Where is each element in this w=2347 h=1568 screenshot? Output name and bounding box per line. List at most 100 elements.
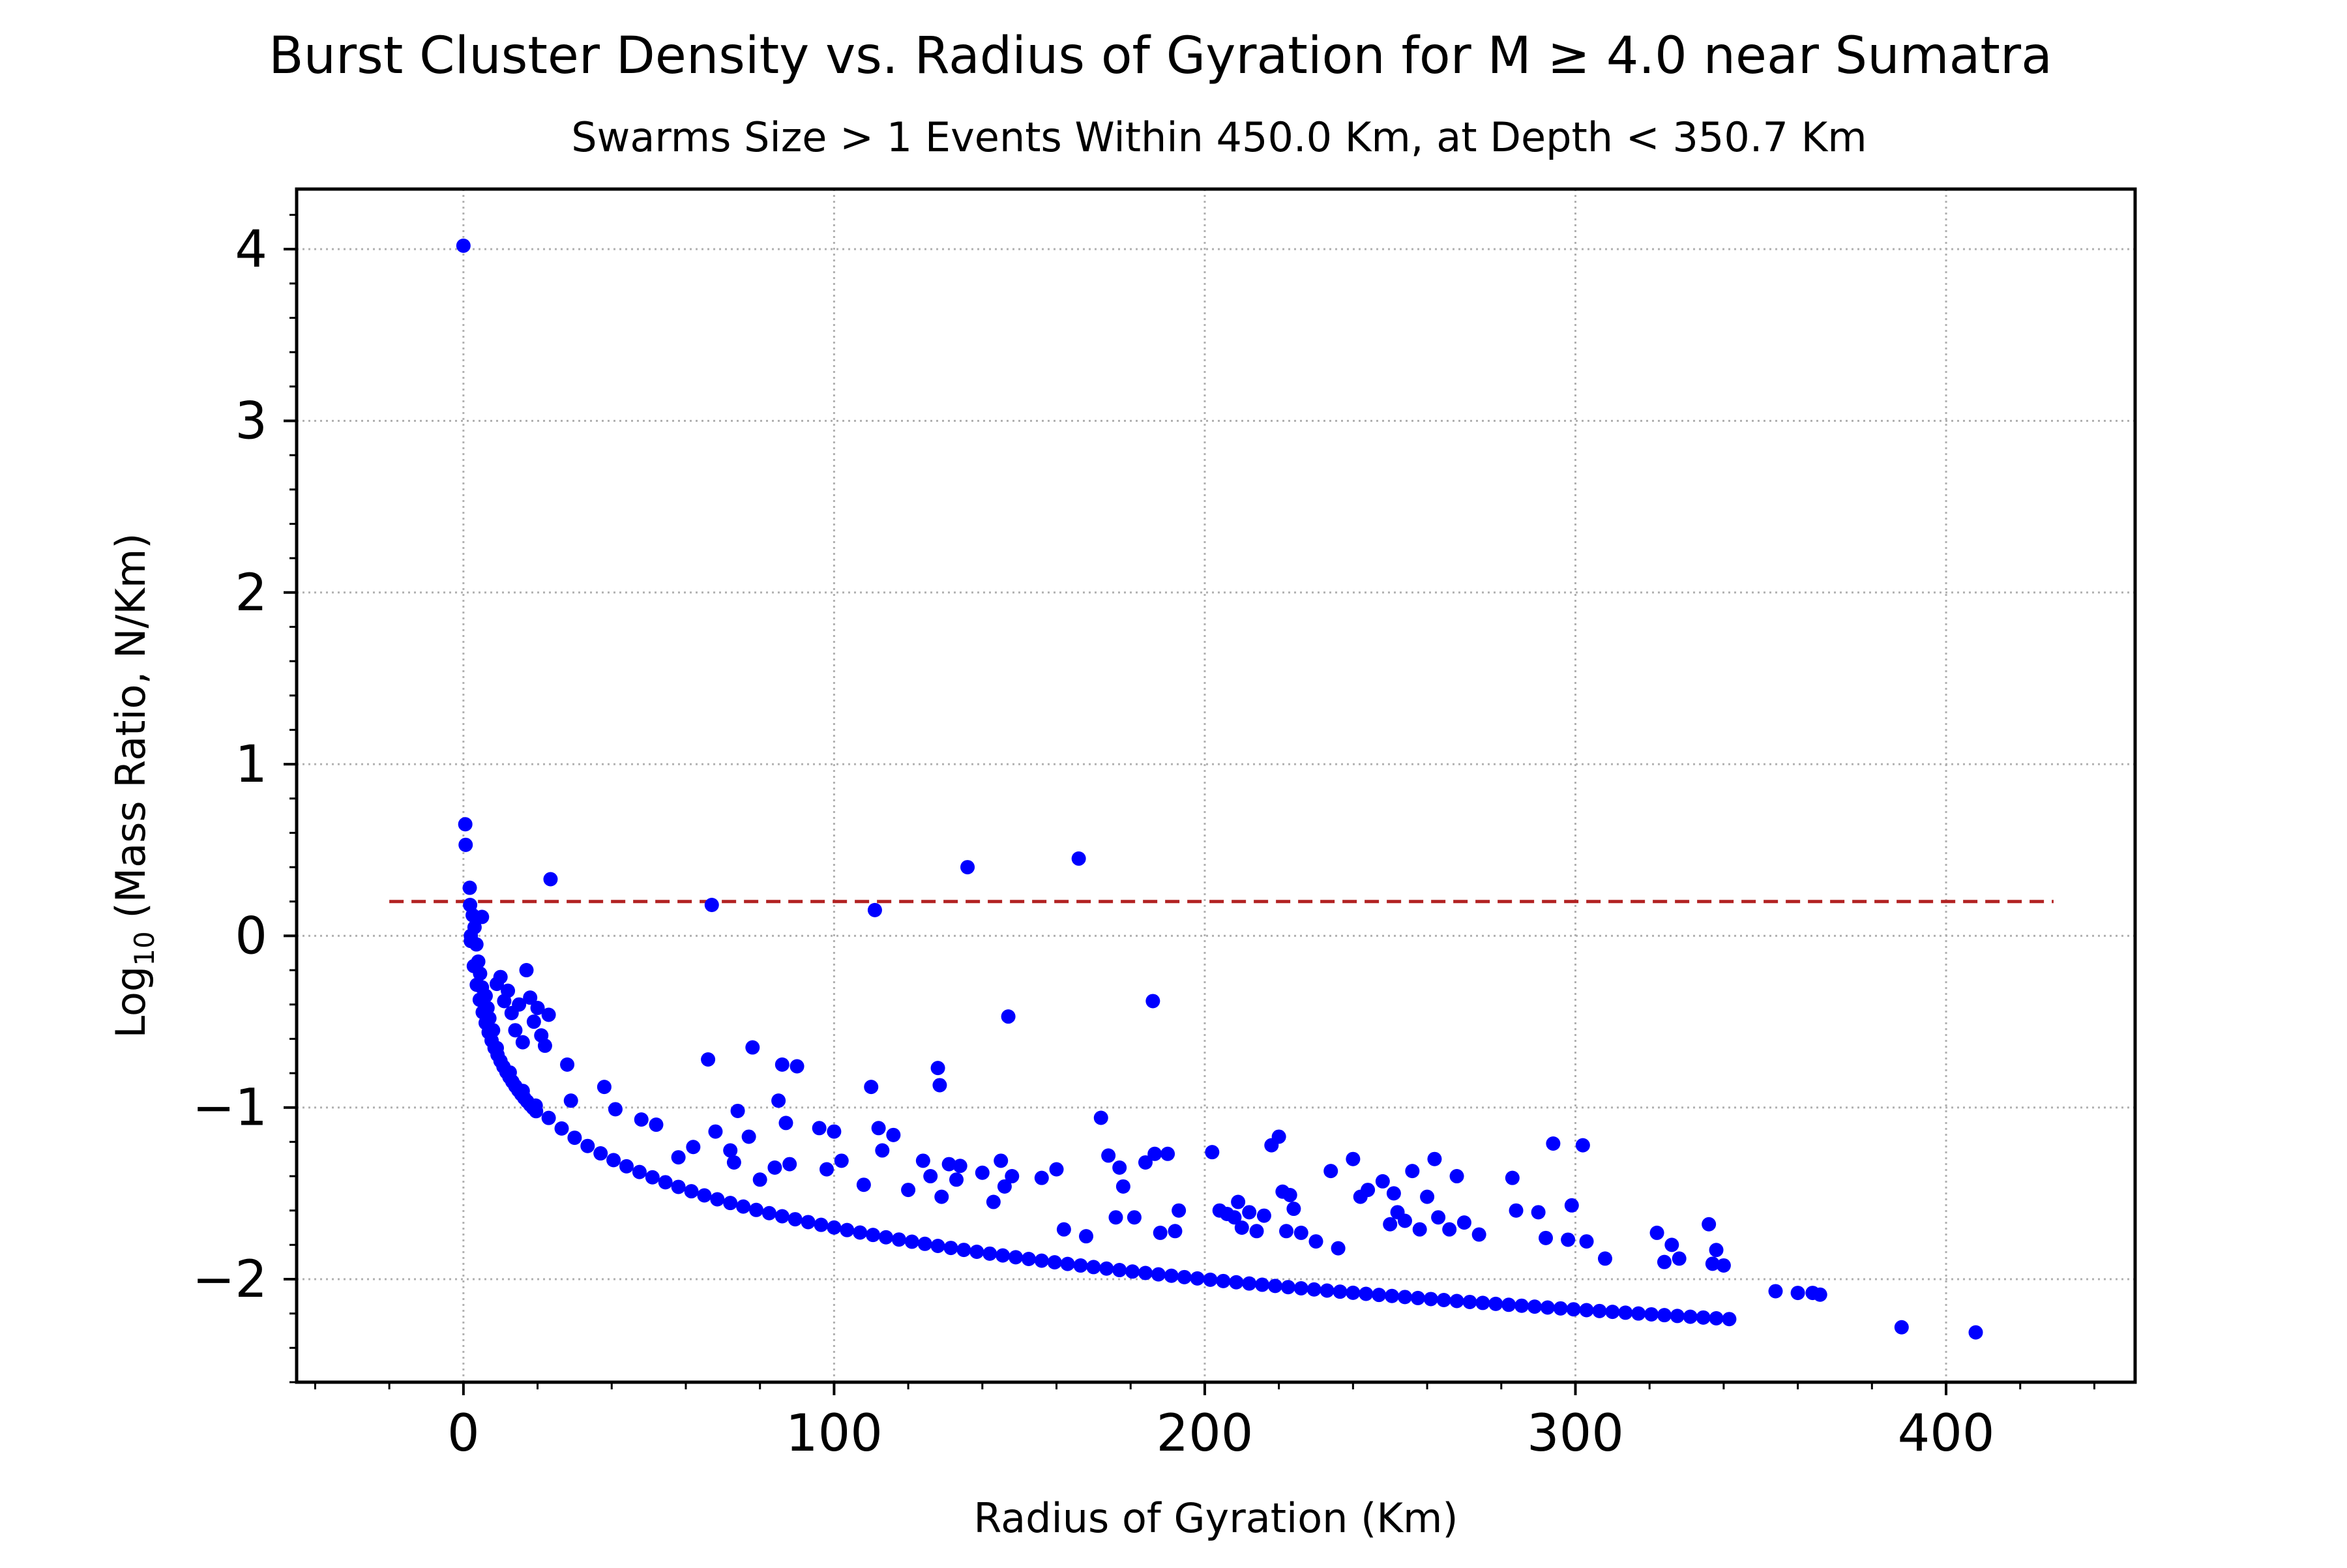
scatter-point (473, 966, 488, 981)
scatter-point (1702, 1217, 1717, 1232)
curve-point (943, 1241, 958, 1256)
chart-title: Burst Cluster Density vs. Radius of Gyra… (269, 27, 2052, 85)
scatter-point (1539, 1230, 1554, 1245)
scatter-point (1205, 1145, 1220, 1160)
scatter-point (462, 880, 477, 895)
scatter-point (1323, 1164, 1338, 1179)
scatter-point (634, 1112, 649, 1127)
scatter-point (790, 1059, 804, 1074)
curve-point (749, 1202, 763, 1217)
curve-point (1372, 1288, 1387, 1303)
curve-point (1605, 1305, 1620, 1320)
scatter-point (1672, 1251, 1687, 1266)
y-tick-label: 0 (235, 907, 267, 966)
scatter-point (934, 1189, 949, 1204)
scatter-point (1168, 1224, 1183, 1239)
x-axis-label: Radius of Gyration (Km) (973, 1494, 1458, 1542)
curve-point (1216, 1273, 1231, 1288)
scatter-point (886, 1127, 901, 1142)
curve-point (801, 1215, 816, 1230)
curve-point (606, 1153, 621, 1168)
scatter-point (1716, 1258, 1731, 1273)
scatter-point (471, 954, 486, 969)
scatter-point (778, 1116, 793, 1131)
scatter-point (1375, 1174, 1390, 1189)
curve-point (684, 1184, 699, 1199)
scatter-point (1160, 1146, 1175, 1161)
curve-point (1696, 1310, 1711, 1325)
scatter-point (560, 1057, 575, 1072)
curve-point (866, 1228, 881, 1243)
scatter-point (1231, 1194, 1246, 1209)
curve-point (1099, 1261, 1114, 1276)
curve-point (658, 1175, 673, 1190)
y-tick-label: 1 (235, 735, 267, 794)
x-tick-label: 0 (447, 1404, 480, 1463)
scatter-point (1293, 1225, 1308, 1240)
curve-point (1280, 1280, 1295, 1295)
curve-point (567, 1131, 582, 1146)
curve-point (1151, 1267, 1166, 1282)
scatter-point (1597, 1251, 1612, 1266)
curve-point (788, 1212, 803, 1227)
scatter-point (515, 1035, 530, 1050)
scatter-point (1386, 1186, 1401, 1201)
curve-point (619, 1159, 634, 1174)
y-axis-label-prefix: Log (107, 966, 155, 1039)
curve-point (1475, 1295, 1490, 1310)
scatter-point (1420, 1189, 1435, 1204)
curve-point (982, 1246, 997, 1261)
curve-point (1527, 1299, 1542, 1314)
curve-point (632, 1164, 647, 1179)
scatter-point (686, 1140, 701, 1155)
scatter-point (723, 1143, 738, 1158)
scatter-point (1471, 1227, 1486, 1242)
scatter-point (741, 1129, 756, 1144)
curve-point (580, 1138, 595, 1153)
curve-point (529, 1104, 544, 1119)
scatter-point (941, 1157, 956, 1172)
scatter-point (1431, 1210, 1446, 1225)
scatter-point (469, 937, 484, 952)
scatter-point (871, 1121, 886, 1136)
scatter-point (856, 1177, 871, 1192)
curve-point (645, 1170, 660, 1185)
scatter-point (486, 1023, 501, 1038)
scatter-point (475, 910, 490, 925)
curve-point (1359, 1286, 1374, 1301)
curve-point (956, 1243, 971, 1258)
scatter-point (1427, 1151, 1442, 1166)
curve-point (853, 1225, 868, 1240)
y-tick-label: 3 (235, 392, 267, 451)
curve-point (917, 1236, 932, 1251)
scatter-point (1705, 1256, 1720, 1271)
scatter-point (1145, 994, 1160, 1009)
curve-point (1462, 1294, 1477, 1309)
curve-point (1592, 1303, 1607, 1318)
scatter-point (1071, 851, 1086, 866)
scatter-point (482, 1011, 497, 1026)
curve-point (761, 1206, 776, 1220)
scatter-point (1531, 1205, 1546, 1220)
scatter-point (1546, 1136, 1561, 1151)
scatter-point (1579, 1234, 1594, 1249)
scatter-point (930, 1061, 945, 1076)
curve-point (1060, 1256, 1075, 1271)
scatter-point (1138, 1155, 1153, 1170)
scatter-point (1282, 1187, 1297, 1202)
curve-point (1397, 1290, 1412, 1305)
scatter-point (1649, 1225, 1664, 1240)
curve-point (1320, 1283, 1335, 1298)
curve-point (814, 1217, 829, 1232)
scatter-point (730, 1103, 745, 1118)
curve-point (1242, 1276, 1257, 1291)
scatter-point (1346, 1151, 1361, 1166)
scatter-point (752, 1172, 767, 1187)
scatter-point (923, 1169, 938, 1184)
scatter-point (1227, 1210, 1242, 1225)
curve-point (891, 1232, 906, 1247)
scatter-point (1657, 1254, 1672, 1269)
scatter-point (1001, 1009, 1016, 1024)
